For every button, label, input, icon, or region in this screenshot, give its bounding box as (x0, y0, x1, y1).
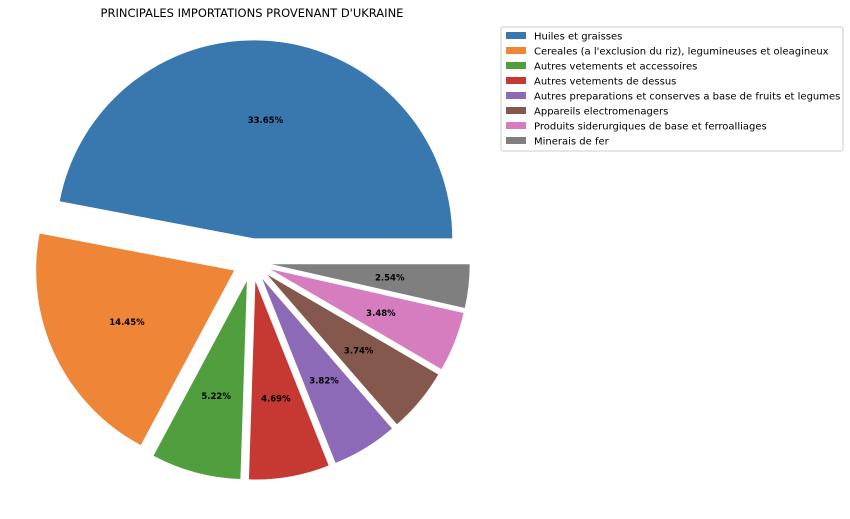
legend-label: Autres vetements et accessoires (534, 62, 697, 73)
legend-swatch (506, 77, 526, 84)
pie-slice (36, 233, 235, 446)
slice-percent-label: 14.45% (109, 318, 145, 328)
pie-slice (271, 264, 470, 308)
legend-swatch (506, 62, 526, 69)
legend-swatch (506, 107, 526, 114)
chart-title: PRINCIPALES IMPORTATIONS PROVENANT D'UKR… (101, 6, 404, 20)
slice-percent-label: 3.74% (344, 346, 374, 356)
pie-slice (262, 278, 392, 463)
slice-percent-label: 33.65% (248, 116, 284, 126)
slice-percent-label: 2.54% (375, 273, 405, 283)
legend-swatch (506, 32, 526, 39)
pie-slices (36, 40, 470, 480)
slice-percent-label: 5.22% (201, 392, 231, 402)
pie-slice (153, 281, 247, 480)
legend-label: Produits siderurgiques de base et ferroa… (534, 122, 767, 133)
legend-label: Appareils electromenagers (534, 107, 668, 118)
pie-percent-labels: 33.65% 14.45% 5.22% 4.69% 3.82% 3.74% 3.48% 2.5… (109, 116, 405, 404)
legend-swatch (506, 137, 526, 144)
legend-frame (500, 26, 844, 152)
pie-slice (267, 274, 439, 425)
legend-label: Cereales (a l'exclusion du riz), legumin… (534, 47, 829, 58)
pie-slice (59, 40, 453, 239)
legend-label: Autres preparations et conserves a base … (534, 92, 840, 103)
slice-percent-label: 3.48% (366, 309, 396, 319)
legend-label: Minerais de fer (534, 137, 610, 148)
legend-swatch (506, 92, 526, 99)
legend: Huiles et graisses Cereales (a l'exclusio… (500, 26, 844, 152)
legend-label: Huiles et graisses (534, 32, 622, 43)
legend-label: Autres vetements de dessus (534, 77, 676, 88)
legend-swatch (506, 47, 526, 54)
slice-percent-label: 3.82% (309, 376, 339, 386)
pie-slice (270, 269, 464, 370)
legend-swatch (506, 122, 526, 129)
slice-percent-label: 4.69% (261, 395, 291, 405)
pie-slice (248, 281, 329, 480)
